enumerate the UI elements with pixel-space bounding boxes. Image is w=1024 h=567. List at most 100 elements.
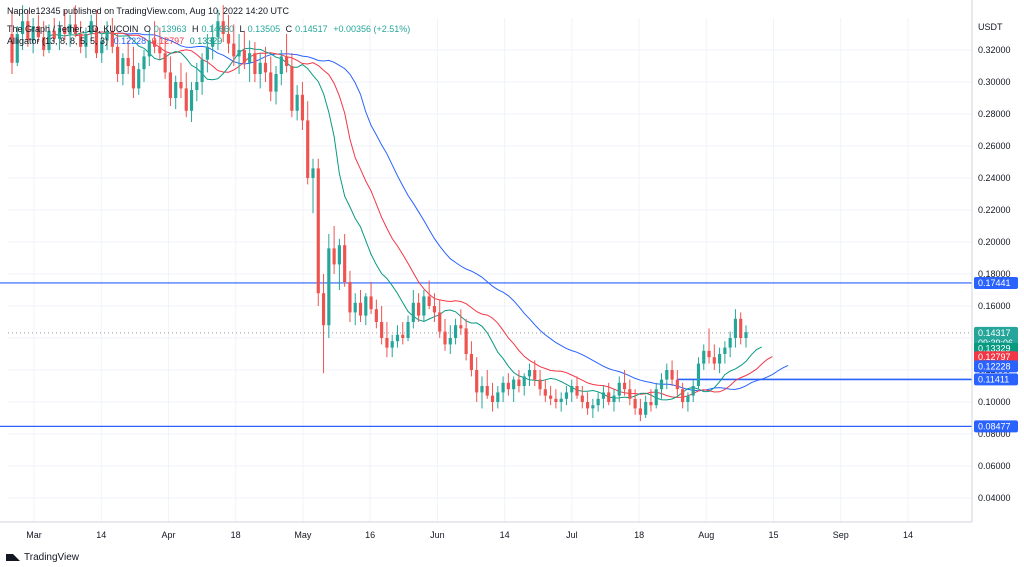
- candle-body: [100, 40, 104, 54]
- price-tag: 0.17441: [974, 276, 1018, 289]
- price-axis[interactable]: USDT0.040000.060000.080000.100000.120000…: [971, 0, 1011, 522]
- candle-body: [438, 312, 442, 332]
- candle-body: [517, 379, 521, 386]
- candle-body: [226, 34, 231, 44]
- price-tick-label: 0.22000: [978, 205, 1011, 215]
- price-tag-bg: [974, 351, 1018, 364]
- candle-body: [205, 46, 209, 60]
- tradingview-logo-icon: [6, 553, 20, 562]
- candle-body: [543, 389, 547, 396]
- candle-body: [448, 338, 452, 345]
- price-tick-label: 0.08000: [978, 429, 1011, 439]
- candle-body: [380, 322, 384, 338]
- publisher-line: Napole12345 published on TradingView.com…: [7, 6, 292, 16]
- candle-body: [279, 56, 283, 74]
- price-tick-label: 0.20000: [978, 237, 1011, 247]
- candle-body: [733, 318, 738, 338]
- candle-body: [696, 363, 701, 386]
- candle-body: [401, 334, 405, 338]
- indicator-line: Alligator (13, 8, 8, 5, 5, 3) 0.12228 0.…: [7, 36, 225, 46]
- candle-body: [168, 72, 173, 98]
- candle-body: [622, 382, 627, 390]
- candle-body: [702, 350, 706, 364]
- price-tick-label: 0.32000: [978, 45, 1011, 55]
- alligator-jaw-line: [117, 32, 789, 392]
- candle-body: [179, 82, 183, 89]
- indicator-name[interactable]: Alligator (13, 8, 8, 5, 5, 3): [7, 36, 109, 46]
- alligator-lips-line: [48, 29, 763, 401]
- candle-body: [591, 405, 595, 409]
- candle-body: [110, 30, 114, 47]
- candle-body: [670, 370, 674, 380]
- candle-body: [221, 21, 225, 34]
- candle-body: [358, 302, 363, 316]
- candle-body: [564, 392, 569, 399]
- candle-body: [79, 34, 83, 47]
- candle-body: [570, 386, 574, 393]
- ohlc-low: 0.13505: [247, 24, 281, 34]
- candle-body: [575, 386, 579, 396]
- candle-body: [686, 395, 690, 402]
- candle-body: [142, 56, 146, 70]
- price-tag: 0.08477: [974, 420, 1018, 433]
- candle-body: [490, 395, 495, 402]
- candle-body: [174, 82, 178, 98]
- candle-body: [47, 30, 51, 50]
- candle-body: [406, 322, 410, 338]
- candle-body: [744, 332, 748, 338]
- candle-body: [10, 34, 14, 63]
- alligator-lines: [48, 29, 789, 401]
- candle-body: [475, 370, 479, 393]
- ohlc-l-label: L: [239, 24, 245, 34]
- price-tag-value: 0.13329: [978, 344, 1011, 354]
- candle-body: [395, 334, 400, 342]
- candle-body: [31, 26, 35, 41]
- time-axis[interactable]: Mar 14 Apr 18 May 16 Jun 14 Jul 18 Aug 15 Sep 14: [0, 521, 972, 540]
- candle-body: [485, 386, 489, 396]
- candle-body: [533, 370, 537, 380]
- candle-body: [527, 370, 532, 377]
- time-tick-label: Sep: [833, 530, 849, 540]
- candles: [10, 5, 748, 422]
- candle-body: [152, 40, 157, 47]
- candle-body: [422, 296, 426, 316]
- candle-body: [253, 53, 257, 74]
- time-tick-label: 14: [500, 530, 510, 540]
- candle-body: [728, 338, 732, 348]
- candle-body: [105, 30, 109, 41]
- candle-body: [20, 21, 25, 34]
- candle-body: [348, 282, 352, 313]
- candle-body: [332, 248, 336, 265]
- candle-body: [559, 398, 563, 402]
- candle-body: [26, 21, 30, 41]
- candle-body: [52, 30, 56, 39]
- candle-body: [665, 370, 669, 380]
- ohlc-high: 0.14660: [201, 24, 235, 34]
- candle-body: [42, 37, 46, 50]
- candle-body: [432, 306, 437, 313]
- candle-body: [343, 245, 347, 282]
- candle-body: [427, 296, 431, 306]
- time-tick-label: 14: [96, 530, 106, 540]
- candle-body: [15, 34, 19, 63]
- ohlc-o-label: O: [143, 24, 151, 34]
- candle-body: [216, 21, 220, 38]
- candle-body: [68, 24, 72, 34]
- candle-body: [306, 120, 310, 178]
- price-tick-label: 0.10000: [978, 397, 1011, 407]
- candle-body: [453, 325, 458, 338]
- candle-body: [739, 318, 743, 338]
- time-tick-label: 14: [903, 530, 913, 540]
- candle-body: [232, 43, 236, 57]
- price-tag: 0.11411: [974, 373, 1018, 386]
- symbol-title[interactable]: The Graph / Tether, 1D, KUCOIN: [7, 24, 139, 34]
- candle-body: [374, 309, 378, 322]
- candle-body: [501, 382, 505, 393]
- candle-body: [327, 248, 331, 326]
- candle-body: [654, 389, 658, 406]
- candle-body: [63, 27, 67, 34]
- candle-body: [285, 56, 289, 66]
- ohlc-open: 0.13963: [153, 24, 187, 34]
- candle-body: [443, 331, 447, 345]
